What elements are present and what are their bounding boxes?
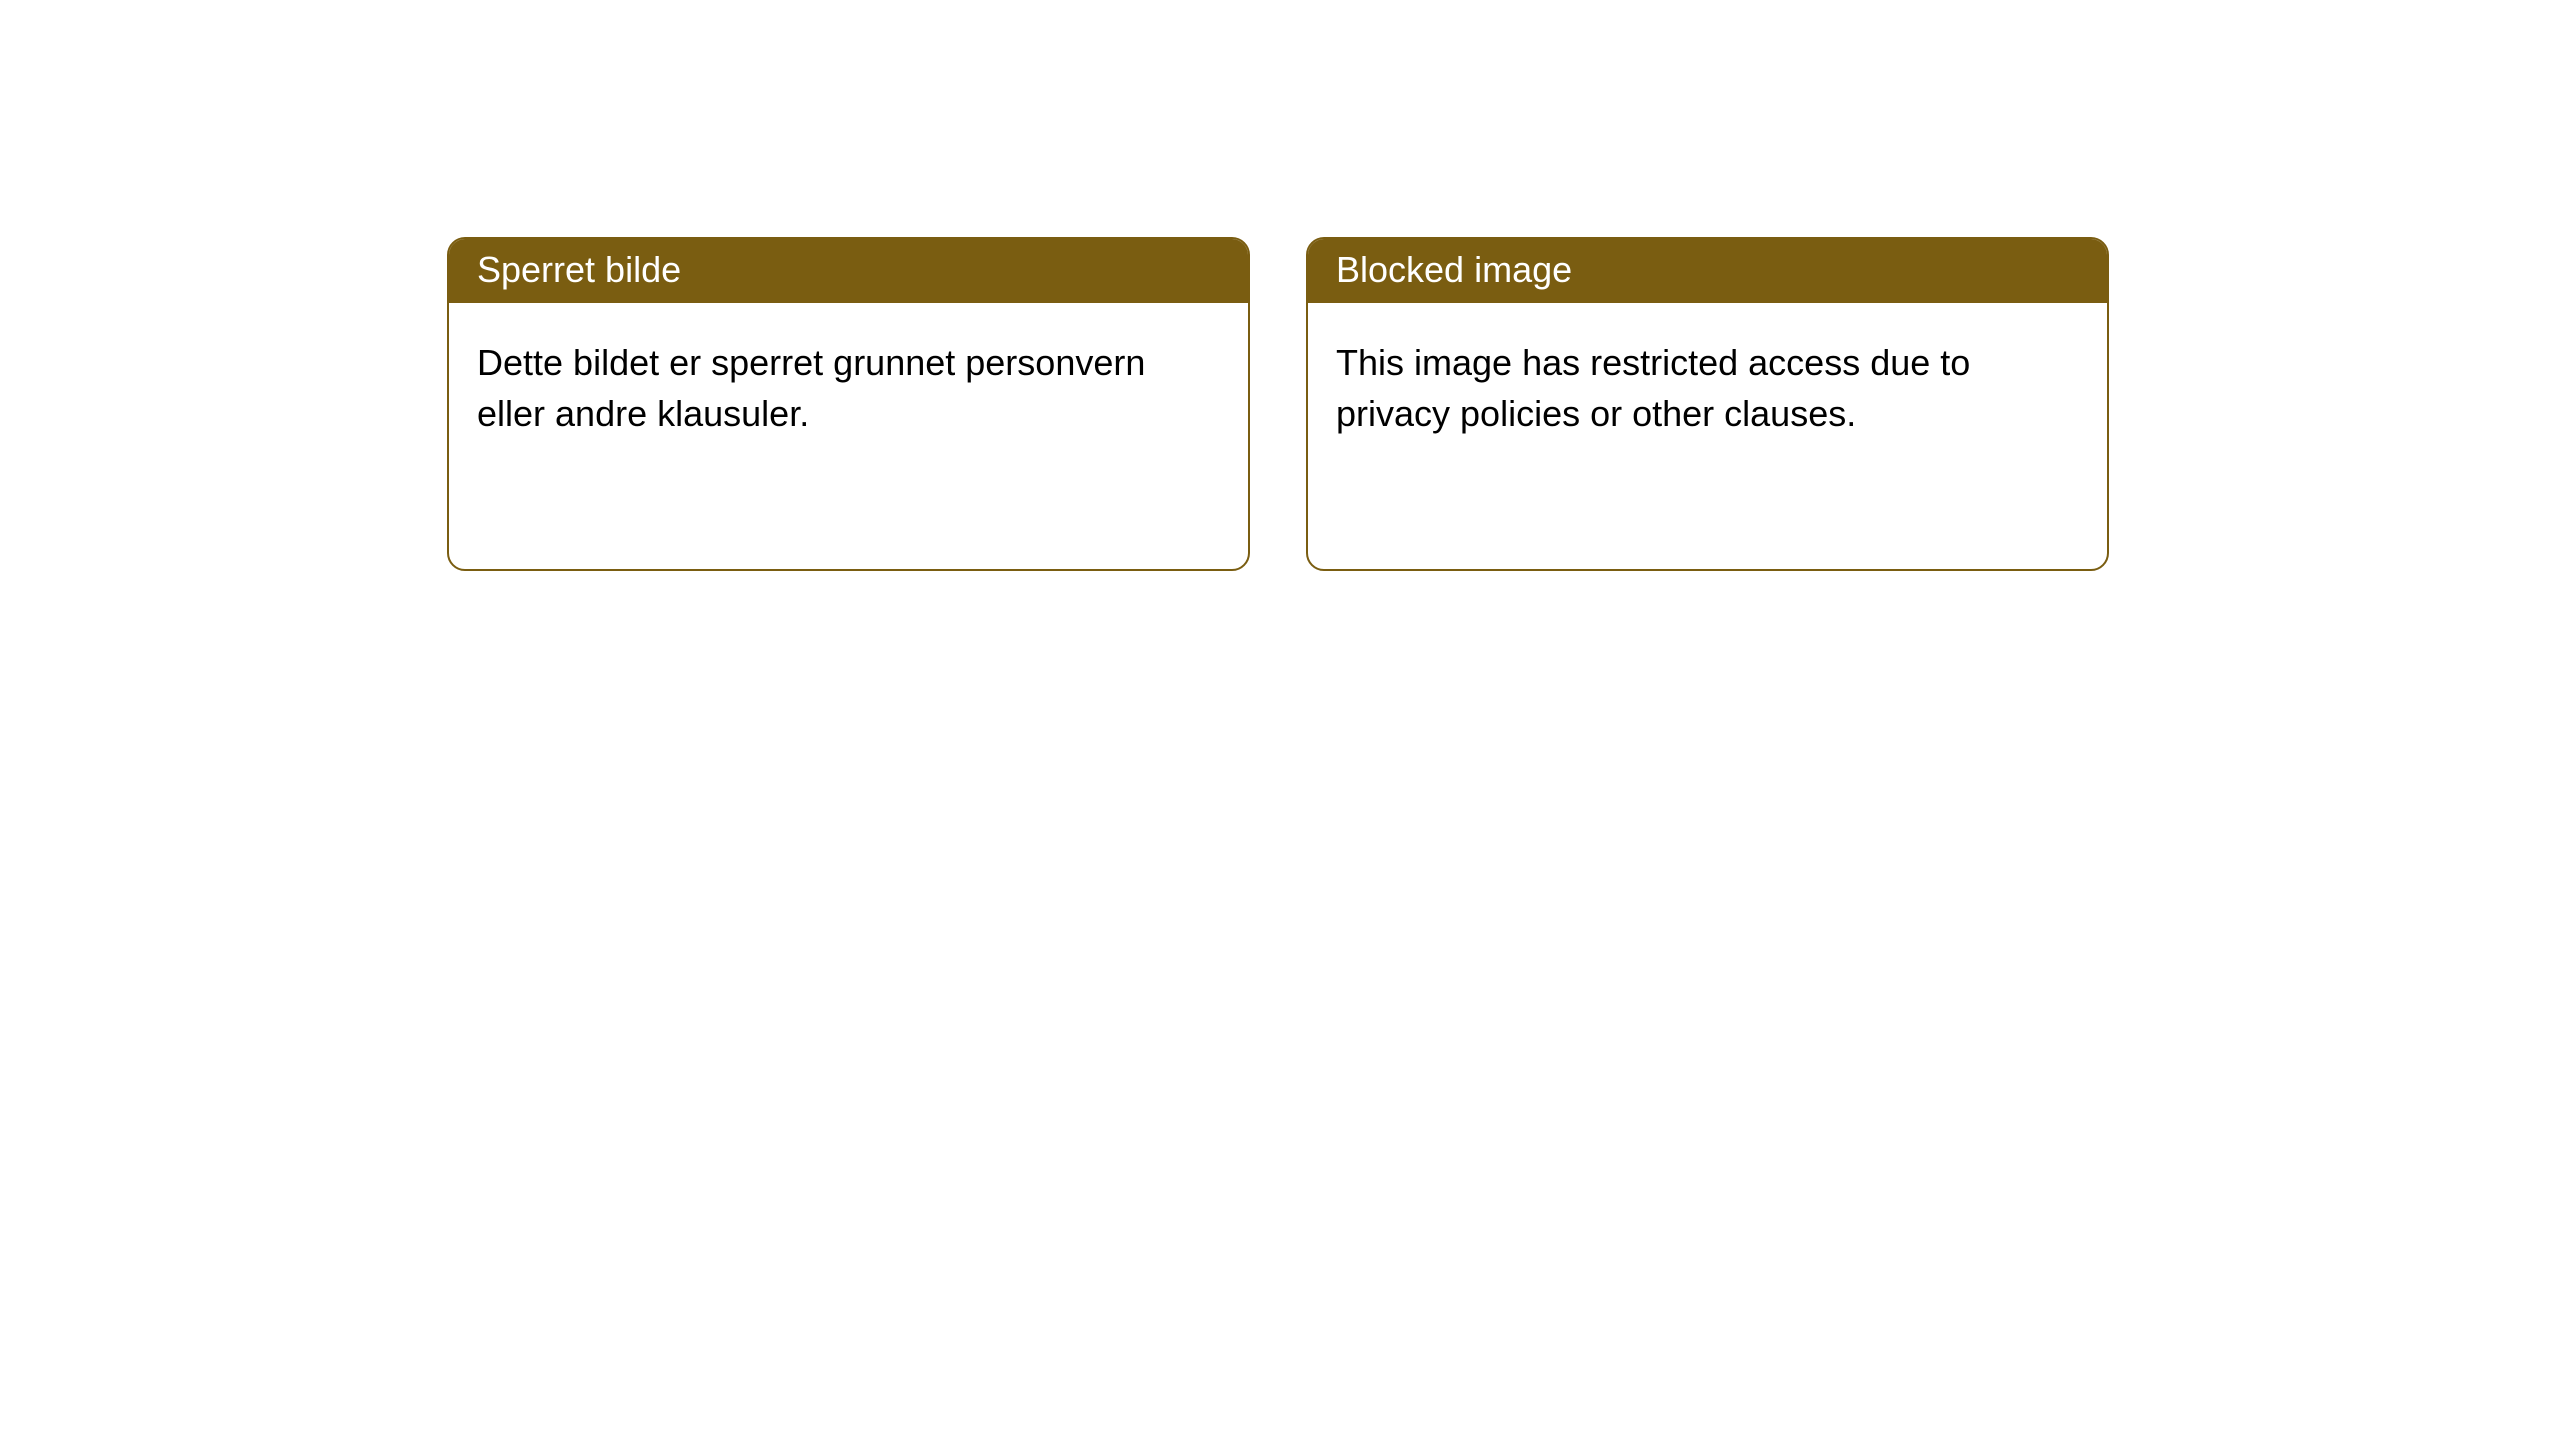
card-header: Sperret bilde <box>449 239 1248 303</box>
card-title: Sperret bilde <box>477 249 681 290</box>
notice-card-english: Blocked image This image has restricted … <box>1306 237 2109 571</box>
card-message: This image has restricted access due to … <box>1336 342 1970 434</box>
notice-card-norwegian: Sperret bilde Dette bildet er sperret gr… <box>447 237 1250 571</box>
card-header: Blocked image <box>1308 239 2107 303</box>
card-body: This image has restricted access due to … <box>1308 303 2107 459</box>
card-message: Dette bildet er sperret grunnet personve… <box>477 342 1145 434</box>
card-body: Dette bildet er sperret grunnet personve… <box>449 303 1248 459</box>
card-title: Blocked image <box>1336 249 1572 290</box>
notice-cards-container: Sperret bilde Dette bildet er sperret gr… <box>0 0 2560 571</box>
